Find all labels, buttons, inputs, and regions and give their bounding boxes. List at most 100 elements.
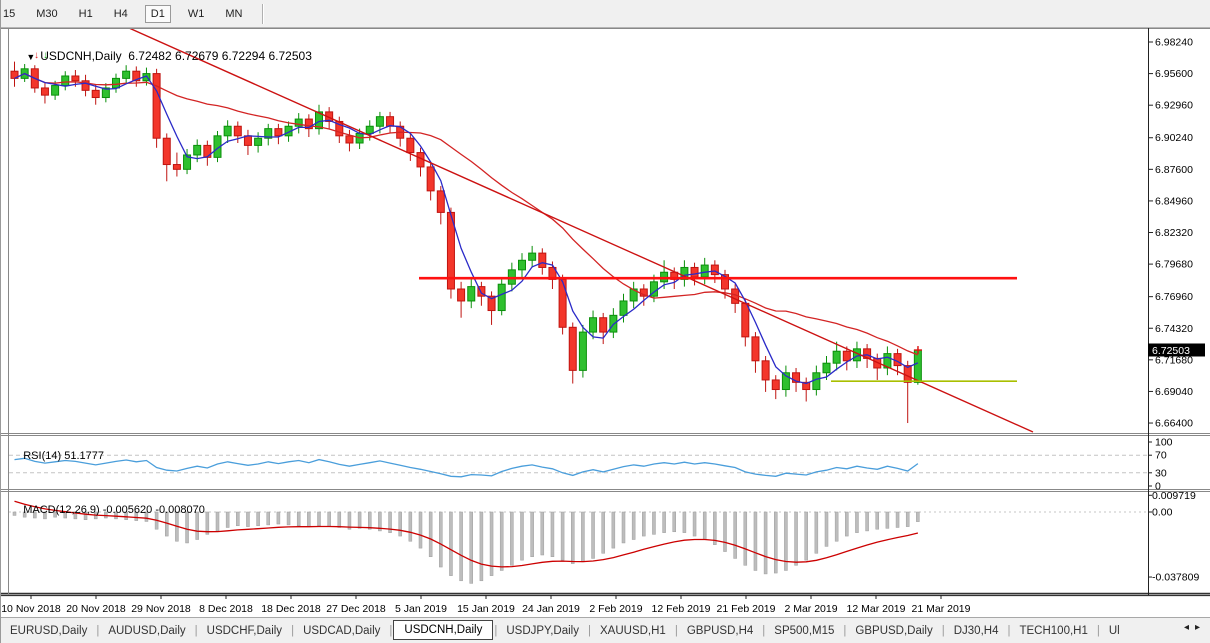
candle [91,84,100,105]
quote-low: 6.72294 [221,49,266,63]
timeframe-button-h4[interactable]: H4 [113,7,128,20]
tab-separator: | [494,625,498,637]
candlestick-chart[interactable]: ↓ ↓ 6.98240 6.95600 6.92960 6.90240 6.87600 6.8… [1,28,1210,617]
date-axis-label: 10 Nov 2018 [1,603,61,615]
current-price-tag [1148,343,1205,357]
macd-axis-label: -0.037809 [1152,572,1199,584]
candle [629,281,638,309]
ma-fast-line [14,72,919,385]
candle [426,162,435,201]
candle [599,312,608,345]
trade-arrow-marker: ↓ [34,50,39,61]
date-axis-label: 27 Dec 2018 [326,603,386,615]
candle [568,322,577,384]
tab-usdjpy-daily[interactable]: USDJPY,Daily [506,625,579,637]
tab-tech100-h1[interactable]: TECH100,H1 [1019,625,1088,637]
chart-selector-icon[interactable]: ▼ [26,52,36,62]
candle [406,133,415,161]
tab-usdchf-daily[interactable]: USDCHF,Daily [206,625,283,637]
timeframe-button-w1[interactable]: W1 [187,7,205,20]
date-axis-label: 8 Dec 2018 [199,603,253,615]
macd-value-1: -0.005620 [102,504,153,516]
date-axis-label: 21 Feb 2019 [717,603,776,615]
macd-signal-line [14,500,919,568]
tab-separator: | [941,625,945,637]
candle [832,341,841,371]
current-bar-marker [914,346,922,355]
tab-separator: | [588,625,591,637]
candle [345,129,354,152]
candle [172,152,181,177]
tab-ul[interactable]: Ul [1108,625,1120,637]
price-axis: 6.98240 6.95600 6.92960 6.90240 6.87600 6.849… [1148,37,1193,430]
tab-usdcnh-daily[interactable]: USDCNH,Daily [393,620,494,640]
date-axis-label: 18 Dec 2018 [261,603,321,615]
chart-tab-bar: EURUSD,Daily | AUDUSD,Daily | USDCHF,Daily | U… [1,617,1210,643]
candle [842,346,851,371]
tab-gbpusd-daily[interactable]: GBPUSD,Daily [855,625,933,637]
price-axis-label: 6.69040 [1155,386,1193,398]
date-axis-label: 20 Nov 2018 [66,603,126,615]
date-axis-label: 12 Feb 2019 [652,603,711,615]
tab-separator: | [674,625,678,637]
candle [619,293,628,323]
quote-open: 6.72482 [128,49,172,63]
trade-arrow-marker: ↓ [43,50,48,61]
price-axis-label: 6.76960 [1155,291,1193,303]
date-axis-label: 2 Feb 2019 [589,603,642,615]
tab-audusd-daily[interactable]: AUDUSD,Daily [108,625,186,637]
tab-scroll-right-icon[interactable]: ▸ [1194,622,1206,633]
candle [589,310,598,340]
tab-usdcad-daily[interactable]: USDCAD,Daily [303,625,381,637]
candle [294,113,303,134]
candle [781,365,790,397]
date-axis-label: 21 Mar 2019 [912,603,971,615]
tab-sp500-m15[interactable]: SP500,M15 [774,625,835,637]
date-axis-label: 29 Nov 2018 [131,603,191,615]
tab-scroll-left-icon[interactable]: ◂ [1183,622,1195,633]
candle [751,332,760,373]
candle [183,148,192,175]
candle [467,279,476,309]
candle [761,356,770,392]
candle [40,81,49,104]
descending-trendline[interactable] [128,28,1034,433]
timeframe-button-mn[interactable]: MN [225,7,243,20]
price-axis-label: 6.84960 [1155,195,1193,207]
date-axis-label: 24 Jan 2019 [522,603,580,615]
rsi-axis-label: 0 [1155,481,1161,493]
macd-axis-label: 0.009719 [1152,490,1196,502]
candle [528,245,537,268]
tab-eurusd-daily[interactable]: EURUSD,Daily [10,625,88,637]
candle [315,104,323,135]
candle [487,291,496,325]
timeframe-button-d1[interactable]: D1 [144,4,171,23]
candle [538,248,547,275]
price-axis-label: 6.74320 [1155,323,1193,335]
tab-xauusd-h1[interactable]: XAUUSD,H1 [600,625,666,637]
price-axis-label: 6.66400 [1155,418,1193,430]
tab-separator: | [762,625,766,637]
timeframe-button-m30[interactable]: M30 [36,7,58,20]
price-axis-label: 6.95600 [1155,68,1193,80]
tab-separator: | [843,625,847,637]
toolbar-separator [262,3,265,24]
tab-gbpusd-h4[interactable]: GBPUSD,H4 [686,625,754,637]
candle [223,120,232,144]
rsi-indicator-label: RSI(14) 51.1777 [23,450,104,462]
tab-dj30-h4[interactable]: DJ30,H4 [953,625,999,637]
date-axis-label: 2 Mar 2019 [784,603,837,615]
timeframe-button-h1[interactable]: H1 [78,7,93,20]
price-axis-label: 6.82320 [1155,227,1193,239]
tab-separator: | [291,625,295,637]
price-axis-label: 6.92960 [1155,100,1193,112]
rsi-axis-label: 30 [1155,467,1167,479]
tab-separator: | [1096,625,1100,637]
price-axis-label: 6.98240 [1155,37,1193,49]
chart-symbol-label: USDCNH,Daily [40,49,122,63]
timeframe-button-15[interactable]: 15 [3,7,16,20]
candle [457,281,466,318]
candle [822,356,831,380]
chart-title: ▼ USDCNH,Daily 6.72482 6.72679 6.72294 6.… [13,35,312,77]
